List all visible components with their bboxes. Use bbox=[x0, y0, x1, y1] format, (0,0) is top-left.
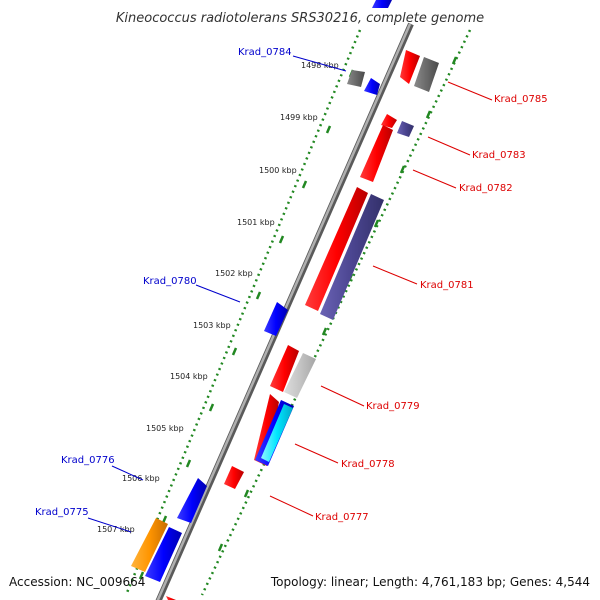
major-tick bbox=[255, 291, 262, 300]
gene-arrow[interactable] bbox=[320, 194, 384, 320]
gene-arrow[interactable] bbox=[400, 50, 420, 84]
kbp-label: 1499 kbp bbox=[280, 113, 318, 122]
gene-label[interactable]: Krad_0779 bbox=[366, 401, 420, 412]
gene-arrow[interactable] bbox=[305, 187, 368, 311]
major-tick bbox=[325, 125, 332, 134]
major-tick bbox=[185, 459, 192, 468]
kbp-label: 1504 kbp bbox=[170, 372, 208, 381]
lower-leader-lines bbox=[269, 81, 493, 517]
kbp-label: 1503 kbp bbox=[193, 321, 231, 330]
kbp-label: 1501 kbp bbox=[237, 218, 275, 227]
major-tick bbox=[243, 489, 250, 498]
kbp-label: 1507 kbp bbox=[97, 525, 135, 534]
lower-strand-genes bbox=[166, 50, 439, 600]
map-title: Kineococcus radiotolerans SRS30216, comp… bbox=[116, 11, 484, 26]
upper-leader-lines bbox=[87, 55, 347, 533]
gene-arrow[interactable] bbox=[224, 466, 244, 489]
gene-label[interactable]: Krad_0782 bbox=[459, 183, 513, 194]
gene-arrow[interactable] bbox=[372, 0, 392, 8]
gene-label[interactable]: Krad_0777 bbox=[315, 512, 369, 523]
major-tick bbox=[425, 110, 432, 119]
gene-arrow[interactable] bbox=[264, 302, 288, 336]
gene-arrow[interactable] bbox=[284, 353, 316, 398]
upper-gene-labels: Krad_0784 Krad_0780 Krad_0776 Krad_0775 bbox=[35, 47, 292, 518]
major-tick bbox=[217, 543, 224, 552]
gene-arrow[interactable] bbox=[261, 404, 293, 462]
gene-arrow[interactable] bbox=[131, 518, 168, 572]
gene-label[interactable]: Krad_0778 bbox=[341, 459, 395, 470]
gene-label[interactable]: Krad_0776 bbox=[61, 455, 115, 466]
gene-arrow[interactable] bbox=[381, 114, 397, 128]
major-tick bbox=[301, 180, 308, 189]
gene-arrow[interactable] bbox=[397, 121, 414, 137]
gene-arrow[interactable] bbox=[145, 527, 182, 582]
gene-arrow[interactable] bbox=[360, 125, 393, 182]
gene-arrow[interactable] bbox=[347, 70, 365, 87]
major-tick bbox=[231, 347, 238, 356]
gene-label[interactable]: Krad_0780 bbox=[143, 276, 197, 287]
lower-gene-labels: Krad_0785 Krad_0783 Krad_0782 Krad_0781 … bbox=[315, 94, 548, 523]
major-tick bbox=[208, 403, 215, 412]
gene-arrow[interactable] bbox=[414, 57, 439, 92]
gene-arrow[interactable] bbox=[177, 478, 207, 523]
major-tick bbox=[373, 219, 380, 228]
major-tick bbox=[321, 327, 328, 336]
gene-label[interactable]: Krad_0785 bbox=[494, 94, 548, 105]
kbp-label: 1505 kbp bbox=[146, 424, 184, 433]
major-tick bbox=[451, 56, 458, 65]
gene-arrow[interactable] bbox=[364, 78, 380, 95]
kbp-label: 1502 kbp bbox=[215, 269, 253, 278]
kbp-label: 1498 kbp bbox=[301, 61, 339, 70]
gene-label[interactable]: Krad_0775 bbox=[35, 507, 89, 518]
upper-strand-genes bbox=[131, 0, 392, 582]
major-tick bbox=[278, 235, 285, 244]
genome-summary-text: Topology: linear; Length: 4,761,183 bp; … bbox=[270, 575, 590, 589]
gene-label[interactable]: Krad_0783 bbox=[472, 150, 526, 161]
major-tick bbox=[138, 571, 145, 580]
major-tick bbox=[399, 165, 406, 174]
accession-text: Accession: NC_009664 bbox=[9, 575, 145, 589]
gene-label[interactable]: Krad_0784 bbox=[238, 47, 292, 58]
gene-arrow[interactable] bbox=[270, 345, 299, 392]
gene-label[interactable]: Krad_0781 bbox=[420, 280, 474, 291]
gene-arrow[interactable] bbox=[166, 596, 176, 600]
kbp-label: 1500 kbp bbox=[259, 166, 297, 175]
